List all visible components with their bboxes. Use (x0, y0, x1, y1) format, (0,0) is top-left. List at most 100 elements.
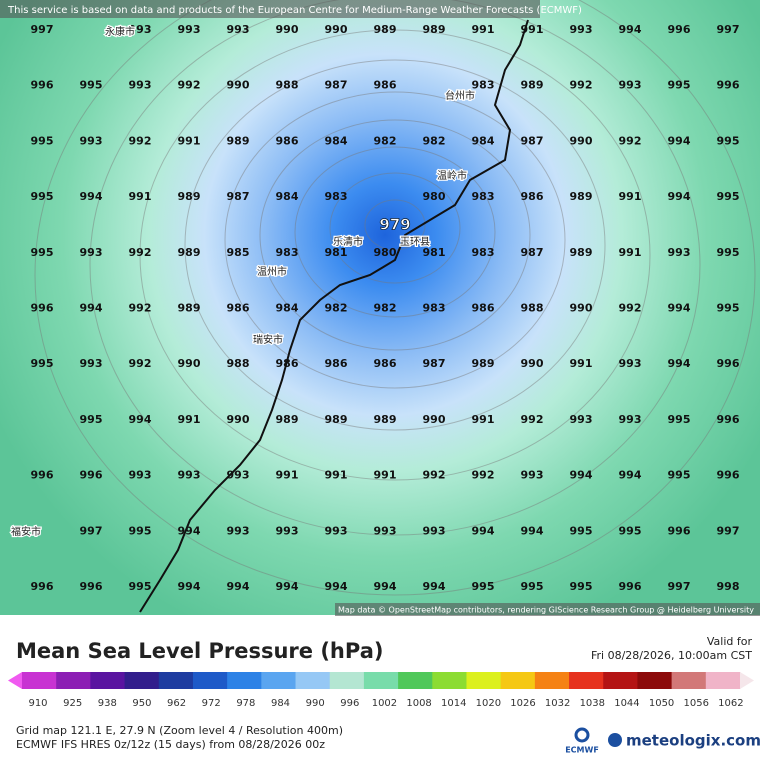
colorbar-segment (466, 672, 502, 689)
pressure-value: 993 (80, 357, 103, 370)
pressure-value: 989 (570, 246, 593, 259)
colorbar-segment (569, 672, 604, 689)
colorbar-end (740, 672, 754, 689)
colorbar-segment (295, 672, 331, 689)
pressure-value: 989 (178, 246, 201, 259)
colorbar-tick-label: 984 (271, 698, 290, 709)
colorbar-tick-label: 1008 (406, 698, 431, 709)
pressure-value: 994 (178, 524, 201, 537)
pressure-value: 994 (619, 469, 642, 482)
pressure-value: 989 (472, 357, 495, 370)
pressure-value: 994 (619, 23, 642, 36)
valid-time: Fri 08/28/2026, 10:00am CST (591, 649, 752, 662)
pressure-value: 996 (80, 469, 103, 482)
pressure-value: 994 (374, 580, 397, 593)
pressure-value: 993 (570, 413, 593, 426)
banner: This service is based on data and produc… (7, 5, 582, 16)
pressure-value: 991 (178, 134, 201, 147)
pressure-value: 997 (80, 524, 103, 537)
colorbar-segment (124, 672, 160, 689)
pressure-value: 982 (423, 134, 446, 147)
pressure-value: 991 (521, 23, 544, 36)
pressure-value: 986 (521, 190, 544, 203)
pressure-value: 992 (521, 413, 544, 426)
pressure-value: 995 (472, 580, 495, 593)
pressure-value: 996 (668, 23, 691, 36)
pressure-value: 994 (423, 580, 446, 593)
colorbar-tick-label: 962 (167, 698, 186, 709)
pressure-value: 983 (423, 302, 446, 315)
pressure-value: 995 (570, 580, 593, 593)
colorbar-tick-label: 990 (306, 698, 325, 709)
pressure-value: 994 (570, 469, 593, 482)
pressure-value: 996 (31, 580, 54, 593)
colorbar-tick-label: 996 (340, 698, 359, 709)
pressure-value: 997 (668, 580, 691, 593)
pressure-value: 981 (325, 246, 348, 259)
pressure-value: 993 (178, 469, 201, 482)
pressure-value: 994 (80, 302, 103, 315)
pressure-value: 986 (374, 79, 397, 92)
pressure-value: 983 (472, 190, 495, 203)
pressure-value: 987 (521, 246, 544, 259)
pressure-value: 991 (570, 357, 593, 370)
colorbar-segment (500, 672, 536, 689)
pressure-value: 995 (521, 580, 544, 593)
pressure-value: 993 (129, 469, 152, 482)
pressure-value: 995 (668, 413, 691, 426)
pressure-value: 992 (472, 469, 495, 482)
pressure-value: 993 (80, 246, 103, 259)
pressure-value: 997 (31, 23, 54, 36)
pressure-value: 997 (717, 524, 740, 537)
pressure-value: 995 (31, 246, 54, 259)
isobars (34, 0, 756, 596)
pressure-value: 989 (374, 413, 397, 426)
pressure-value: 991 (472, 23, 495, 36)
map-background (0, 0, 760, 615)
pressure-value: 984 (276, 302, 299, 315)
pressure-value: 996 (717, 79, 740, 92)
pressure-value: 982 (374, 134, 397, 147)
pressure-value: 992 (129, 134, 152, 147)
pressure-value: 992 (423, 469, 446, 482)
place-name: 永康市 (105, 25, 135, 38)
colorbar-segment (158, 672, 194, 689)
pressure-value: 995 (668, 79, 691, 92)
pressure-value: 982 (325, 302, 348, 315)
pressure-value: 992 (619, 302, 642, 315)
colorbar-segment (705, 672, 741, 689)
pressure-value: 996 (717, 357, 740, 370)
pressure-value: 993 (227, 23, 250, 36)
colorbar-tick-label: 972 (202, 698, 221, 709)
pressure-value: 989 (521, 79, 544, 92)
attribution: Map data © OpenStreetMap contributors, r… (338, 606, 754, 615)
pressure-value: 993 (129, 23, 152, 36)
pressure-value: 990 (325, 23, 348, 36)
colorbar-tick-label: 925 (63, 698, 82, 709)
colorbar-segment (261, 672, 297, 689)
colorbar-segment (227, 672, 262, 689)
pressure-value: 994 (129, 413, 152, 426)
colorbar-tick-label: 1050 (649, 698, 674, 709)
colorbar-tick-label: 1062 (718, 698, 743, 709)
pressure-value: 992 (129, 302, 152, 315)
brand: meteologix.com (626, 732, 760, 750)
pressure-value: 995 (668, 469, 691, 482)
pressure-value: 995 (717, 190, 740, 203)
pressure-value: 994 (276, 580, 299, 593)
pressure-value: 993 (80, 134, 103, 147)
place-name: 温州市 (257, 265, 287, 278)
pressure-value: 985 (227, 246, 250, 259)
pressure-value: 984 (325, 134, 348, 147)
pressure-value: 989 (374, 23, 397, 36)
pressure-value: 986 (227, 302, 250, 315)
pressure-value: 993 (521, 469, 544, 482)
pressure-value: 990 (521, 357, 544, 370)
colorbar-segment (398, 672, 433, 689)
pressure-value: 995 (31, 190, 54, 203)
pressure-value: 989 (178, 302, 201, 315)
pressure-value: 996 (80, 580, 103, 593)
place-name: 乐清市 (333, 235, 363, 248)
footer-line1: Grid map 121.1 E, 27.9 N (Zoom level 4 /… (16, 724, 343, 737)
